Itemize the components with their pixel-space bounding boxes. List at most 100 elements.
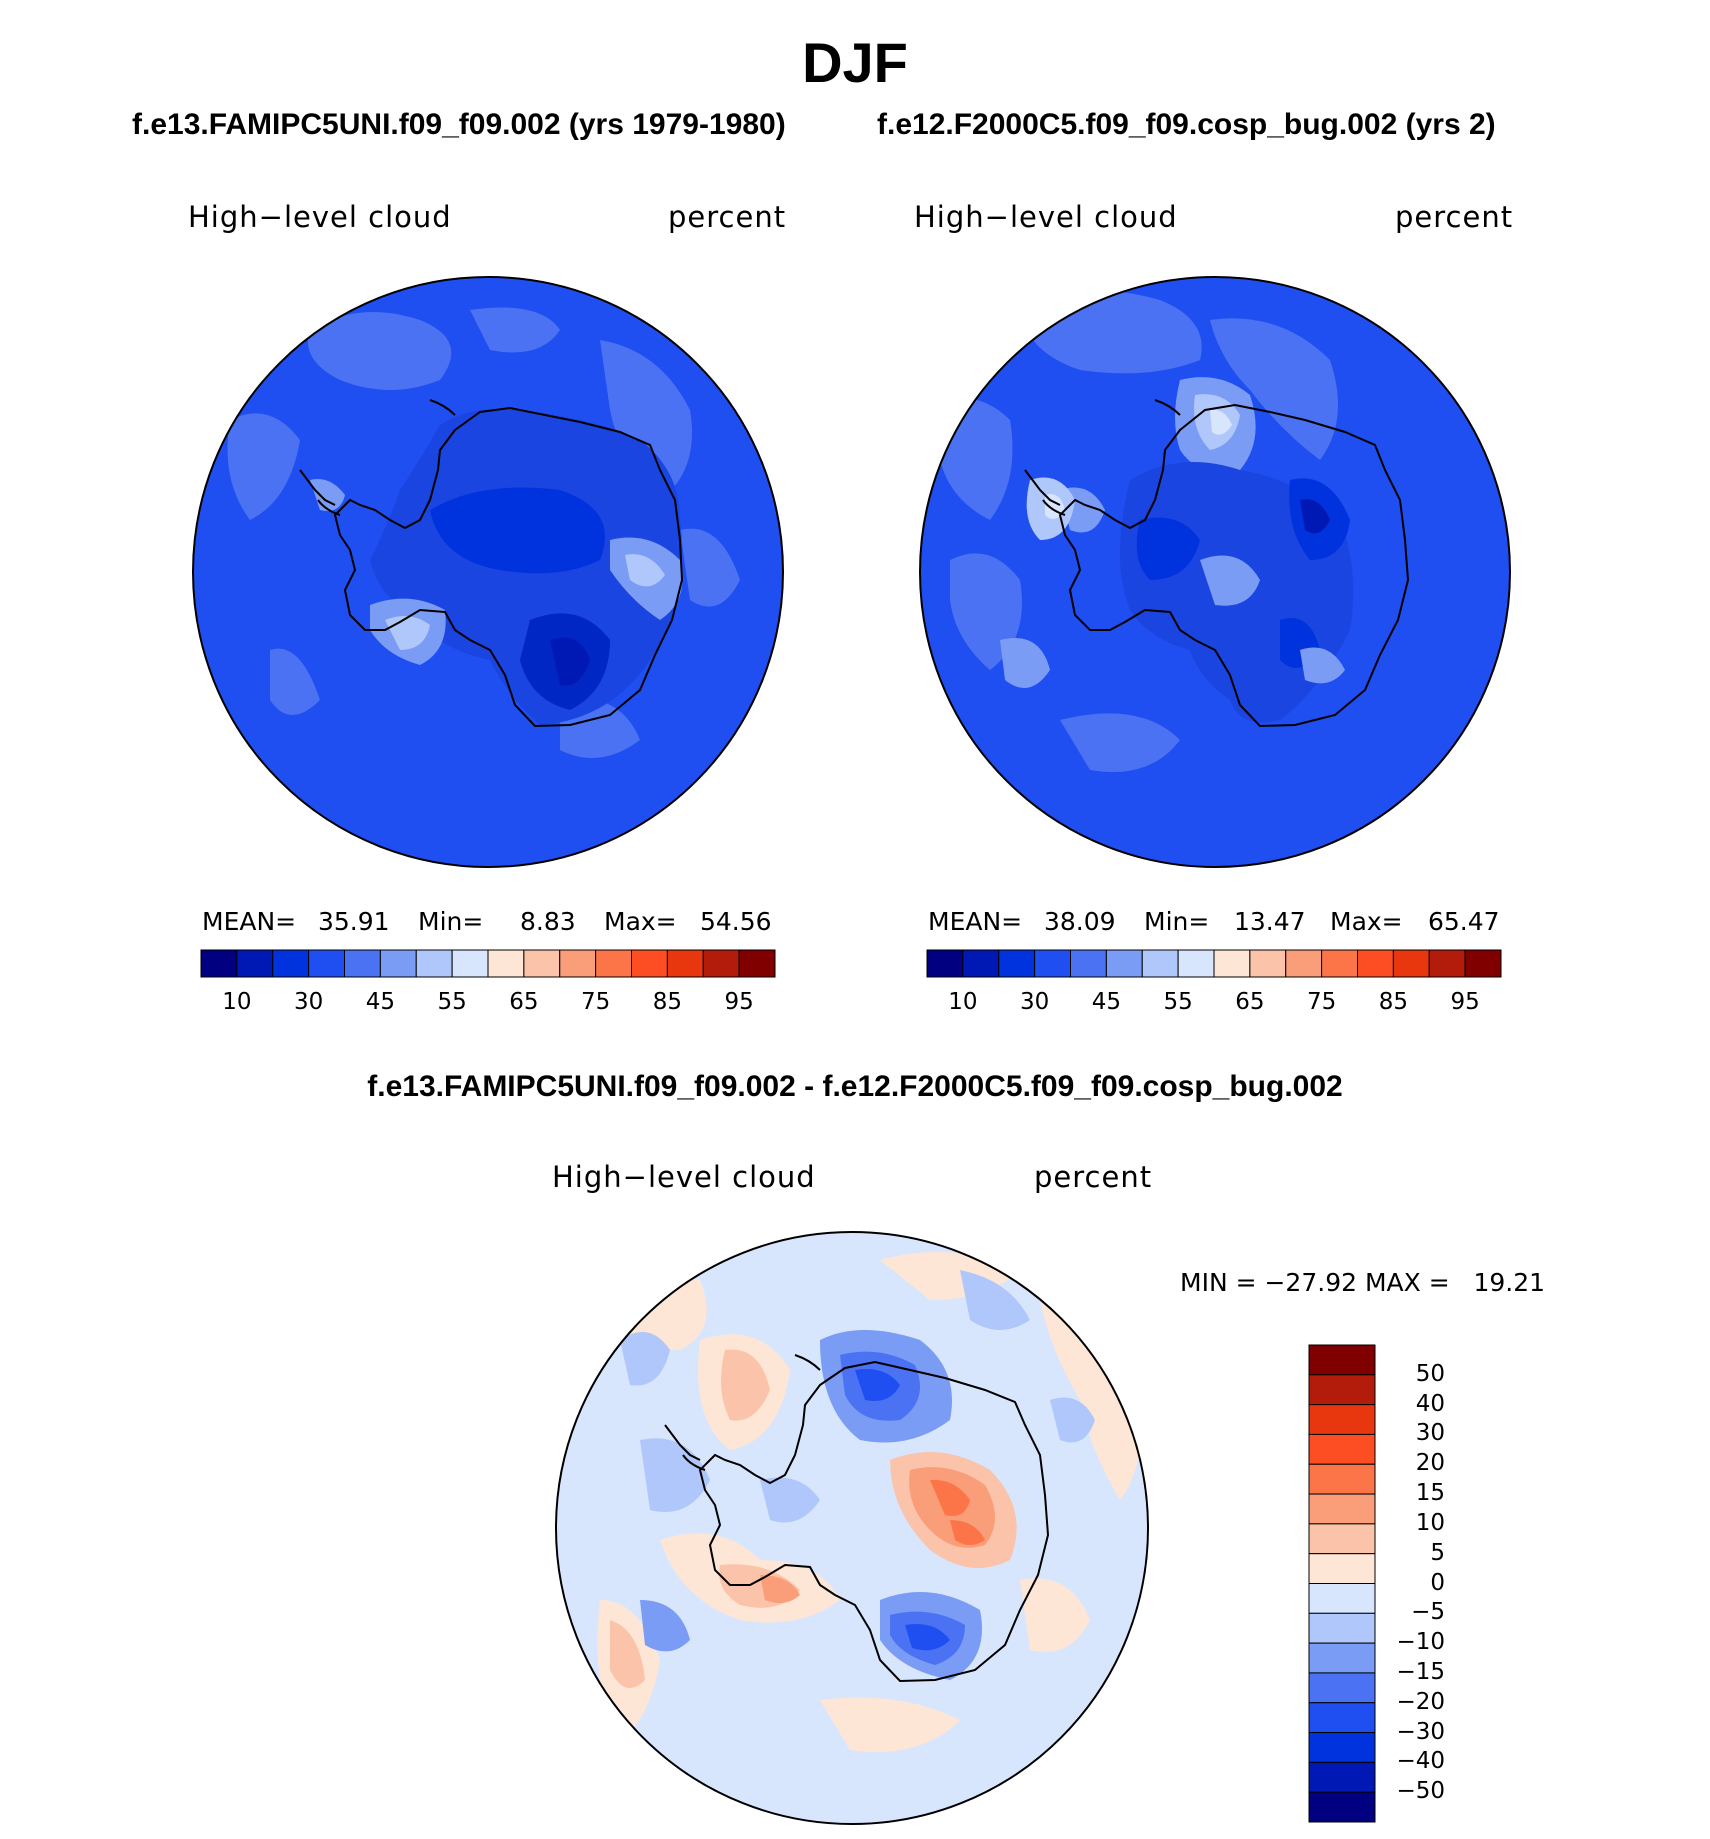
diff-colorbar-tick-label: −20 (1396, 1688, 1445, 1715)
panel2-colorbar-box (1105, 949, 1143, 978)
panel2-colorbar-tick-label: 75 (1306, 989, 1337, 1015)
diff-map-border (555, 1231, 1149, 1825)
panel2-colorbar (926, 949, 1502, 978)
diff-colorbar-box (1308, 1702, 1376, 1734)
panel1-colorbar-box (451, 949, 489, 978)
panel1-colorbar-box (487, 949, 525, 978)
diff-variable-label: High−level cloud (552, 1160, 816, 1194)
panel2-colorbar-box (1321, 949, 1358, 978)
panel2-colorbar-box (1249, 949, 1287, 978)
diff-colorbar-tick-label: 20 (1415, 1450, 1445, 1477)
panel2-mean-label: MEAN= (928, 907, 1023, 936)
panel1-colorbar-box (523, 949, 561, 978)
panel1-colorbar-tick-label: 10 (222, 989, 252, 1015)
panel2-colorbar-box (1070, 949, 1107, 978)
panel2-colorbar-tick-label: 30 (1019, 989, 1050, 1015)
panel1-colorbar-box (272, 949, 310, 978)
panel2-colorbar-box (926, 949, 964, 978)
panel1-case-title: f.e13.FAMIPC5UNI.f09_f09.002 (yrs 1979-1… (132, 108, 786, 141)
diff-colorbar-box (1308, 1523, 1376, 1555)
panel2-colorbar-box (1177, 949, 1215, 978)
diff-colorbar-tick-label: 5 (1430, 1539, 1445, 1566)
panel2-colorbar-box (998, 949, 1036, 978)
panel2-colorbar-box (1428, 949, 1466, 978)
panel1-min-label: Min= (418, 907, 484, 936)
diff-minmax: MIN = −27.92 MAX = 19.21 (1180, 1268, 1546, 1297)
diff-colorbar-box (1308, 1761, 1376, 1793)
panel2-colorbar-tick-label: 85 (1378, 989, 1409, 1015)
diff-colorbar-box (1308, 1374, 1376, 1406)
panel1-colorbar-tick-label: 55 (437, 989, 467, 1015)
panel2-variable-label: High−level cloud (914, 200, 1178, 234)
diff-colorbar-box (1308, 1791, 1376, 1823)
panel1-colorbar-tick-label: 95 (724, 989, 754, 1015)
panel2-max-label: Max= (1330, 907, 1403, 936)
diff-colorbar-tick-label: 0 (1430, 1569, 1445, 1596)
panel1-max-label: Max= (604, 907, 677, 936)
panel1-colorbar-box (415, 949, 453, 978)
panel2-mean-value: 38.09 (1044, 907, 1116, 936)
panel1-colorbar-box (344, 949, 381, 978)
panel1-min-value: 8.83 (520, 907, 576, 936)
panel1-mean-label: MEAN= (202, 907, 297, 936)
panel2-colorbar-tick-label: 10 (948, 989, 978, 1015)
panel1-mean-value: 35.91 (318, 907, 390, 936)
panel2-min-value: 13.47 (1234, 907, 1306, 936)
panel2-map (920, 277, 1510, 867)
diff-colorbar-box (1308, 1344, 1376, 1376)
diff-colorbar-box (1308, 1583, 1376, 1614)
panel2-max-value: 65.47 (1428, 907, 1500, 936)
panel2-colorbar-tick-label: 45 (1091, 989, 1122, 1015)
diff-colorbar-tick-label: −15 (1396, 1658, 1445, 1685)
diff-colorbar-box (1308, 1553, 1376, 1584)
diff-title: f.e13.FAMIPC5UNI.f09_f09.002 - f.e12.F20… (367, 1070, 1343, 1103)
diff-map (556, 1232, 1148, 1824)
panel2-colorbar-tick-label: 95 (1450, 989, 1480, 1015)
panel2-colorbar-box (1034, 949, 1071, 978)
panel1-colorbar-tick-label: 75 (580, 989, 611, 1015)
diff-colorbar-box (1308, 1433, 1376, 1465)
panel2-case-title: f.e12.F2000C5.f09_f09.cosp_bug.002 (yrs … (877, 108, 1496, 141)
panel2-colorbar-box (1285, 949, 1323, 978)
panel1-colorbar-tick-label: 85 (652, 989, 683, 1015)
diff-colorbar-box (1308, 1642, 1376, 1674)
panel1-max-value: 54.56 (700, 907, 772, 936)
panel2-min-label: Min= (1144, 907, 1210, 936)
panel1-colorbar-tick-label: 65 (509, 989, 539, 1015)
diff-colorbar-box (1308, 1493, 1376, 1525)
panel1-colorbar-box (702, 949, 740, 978)
panel1-colorbar-box (666, 949, 704, 978)
diff-colorbar-tick-label: 10 (1415, 1509, 1445, 1536)
diff-colorbar (1308, 1344, 1376, 1823)
panel1-map-border (192, 276, 784, 868)
panel1-colorbar-tick-label: 30 (293, 989, 324, 1015)
panel1-map (193, 277, 783, 867)
panel1-colorbar (200, 949, 776, 978)
diff-colorbar-tick-label: 30 (1415, 1420, 1445, 1447)
diff-units-label: percent (1034, 1160, 1153, 1194)
diff-colorbar-box (1308, 1404, 1376, 1435)
diff-colorbar-tick-label: −10 (1396, 1629, 1445, 1656)
diff-colorbar-tick-label: −50 (1396, 1778, 1445, 1805)
panel2-colorbar-box (1392, 949, 1430, 978)
season-title: DJF (802, 31, 908, 94)
panel1-units-label: percent (668, 200, 787, 234)
panel1-variable-label: High−level cloud (188, 200, 452, 234)
diff-colorbar-tick-label: −40 (1396, 1748, 1445, 1775)
diff-colorbar-box (1308, 1732, 1376, 1763)
panel1-colorbar-box (379, 949, 417, 978)
panel2-colorbar-box (1213, 949, 1251, 978)
panel2-units-label: percent (1395, 200, 1514, 234)
panel1-colorbar-box (738, 949, 776, 978)
diff-colorbar-tick-label: −5 (1411, 1599, 1445, 1626)
panel2-colorbar-tick-label: 55 (1163, 989, 1193, 1015)
panel2-colorbar-box (1357, 949, 1394, 978)
diff-colorbar-tick-label: −30 (1396, 1718, 1445, 1745)
diff-colorbar-tick-label: 40 (1415, 1390, 1445, 1417)
panel1-colorbar-box (559, 949, 597, 978)
diff-colorbar-tick-label: 15 (1415, 1480, 1445, 1507)
panel1-colorbar-box (631, 949, 668, 978)
diff-colorbar-box (1308, 1672, 1376, 1704)
panel1-colorbar-box (200, 949, 238, 978)
